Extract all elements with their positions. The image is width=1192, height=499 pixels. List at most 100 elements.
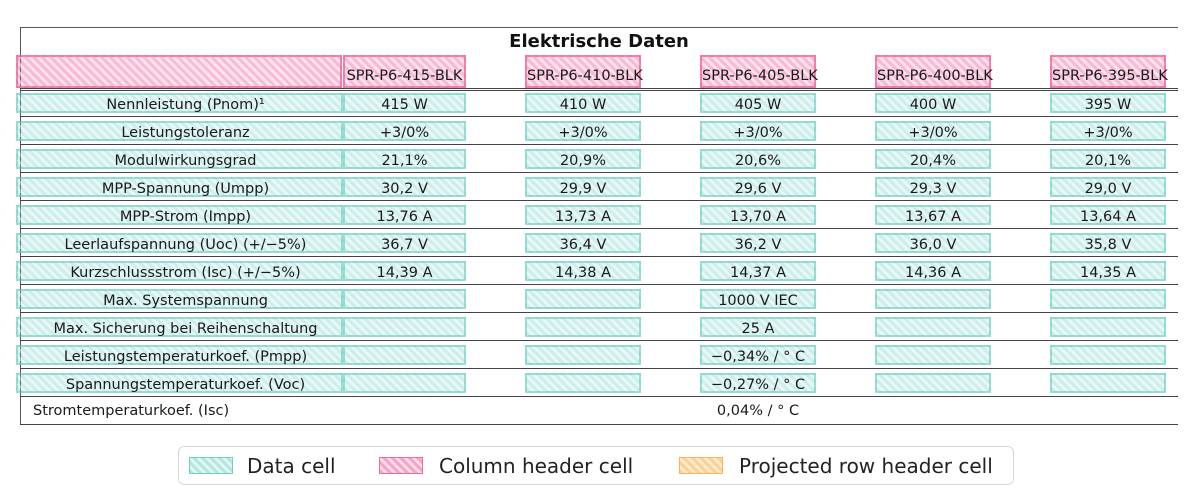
row-label-cell: Stromtemperaturkoef. (Isc) <box>33 403 230 419</box>
row-divider <box>20 200 1178 201</box>
data-cell: −0,34% / ° C <box>700 345 816 365</box>
data-cell <box>343 289 466 309</box>
row-label-cell: Kurzschlussstrom (Isc) (+/−5%) <box>16 261 343 281</box>
data-cell <box>1050 289 1166 309</box>
data-cell: 0,04% / ° C <box>716 403 800 419</box>
data-cell: 21,1% <box>343 149 466 169</box>
data-cell <box>1050 401 1166 421</box>
row-divider <box>20 144 1178 145</box>
data-cell: 30,2 V <box>343 177 466 197</box>
row-label-cell: MPP-Spannung (Umpp) <box>16 177 343 197</box>
column-header-cell: SPR-P6-410-BLK <box>525 55 643 88</box>
row-label-cell: Leistungstemperaturkoef. (Pmpp) <box>16 345 343 365</box>
data-cell: −0,27% / ° C <box>700 373 816 393</box>
header-stub-cell <box>16 55 342 88</box>
data-cell: 29,3 V <box>875 177 991 197</box>
row-label-cell: Spannungstemperaturkoef. (Voc) <box>16 373 343 393</box>
legend-label-column-header: Column header cell <box>439 454 634 478</box>
data-cell <box>875 345 991 365</box>
data-cell: 29,9 V <box>525 177 641 197</box>
column-header-cell: SPR-P6-400-BLK <box>875 55 993 88</box>
data-cell <box>525 401 641 421</box>
legend-swatch-projected-row-header <box>679 457 723 474</box>
row-label-cell: MPP-Strom (Impp) <box>16 205 343 225</box>
data-cell: 405 W <box>700 93 816 113</box>
data-cell <box>343 373 466 393</box>
row-divider <box>20 312 1178 313</box>
data-cell: 13,70 A <box>700 205 816 225</box>
row-divider <box>20 172 1178 173</box>
row-label-cell: Max. Sicherung bei Reihenschaltung <box>16 317 343 337</box>
data-cell <box>875 373 991 393</box>
header-rule <box>20 90 1178 91</box>
data-cell: +3/0% <box>1050 121 1166 141</box>
data-cell: 36,0 V <box>875 233 991 253</box>
data-cell: 13,73 A <box>525 205 641 225</box>
data-cell <box>343 345 466 365</box>
data-cell: 36,7 V <box>343 233 466 253</box>
row-label-cell: Nennleistung (Pnom)¹ <box>16 93 343 113</box>
data-cell: 35,8 V <box>1050 233 1166 253</box>
data-cell: 14,38 A <box>525 261 641 281</box>
data-cell <box>1050 345 1166 365</box>
data-cell <box>875 289 991 309</box>
row-divider <box>20 368 1178 369</box>
data-cell: 13,67 A <box>875 205 991 225</box>
data-cell: 36,2 V <box>700 233 816 253</box>
row-divider <box>20 116 1178 117</box>
row-divider <box>20 340 1178 341</box>
data-cell <box>1050 373 1166 393</box>
data-cell: +3/0% <box>343 121 466 141</box>
column-header-cell: SPR-P6-395-BLK <box>1050 55 1168 88</box>
legend-label-data-cell: Data cell <box>247 454 336 478</box>
data-cell: 13,76 A <box>343 205 466 225</box>
row-divider <box>20 424 1178 425</box>
data-cell <box>1050 317 1166 337</box>
table-left-border <box>20 27 21 425</box>
data-cell: 400 W <box>875 93 991 113</box>
data-cell: 20,1% <box>1050 149 1166 169</box>
column-header-cell: SPR-P6-415-BLK <box>343 55 466 88</box>
legend-swatch-column-header <box>379 457 423 474</box>
data-cell: 20,4% <box>875 149 991 169</box>
data-cell: 29,6 V <box>700 177 816 197</box>
row-label-cell: Max. Systemspannung <box>16 289 343 309</box>
table-top-border <box>20 27 1178 28</box>
legend-label-projected-row-header: Projected row header cell <box>739 454 993 478</box>
column-header-cell: SPR-P6-405-BLK <box>700 55 818 88</box>
row-divider <box>20 228 1178 229</box>
header-rule <box>20 88 1178 89</box>
data-cell: +3/0% <box>875 121 991 141</box>
data-cell: 415 W <box>343 93 466 113</box>
data-cell: 29,0 V <box>1050 177 1166 197</box>
data-cell: 14,37 A <box>700 261 816 281</box>
data-cell <box>875 401 991 421</box>
data-cell <box>525 373 641 393</box>
row-label-cell: Leerlaufspannung (Uoc) (+/−5%) <box>16 233 343 253</box>
table-title: Elektrische Daten <box>509 31 689 52</box>
data-cell: 395 W <box>1050 93 1166 113</box>
data-cell: 20,9% <box>525 149 641 169</box>
row-divider <box>20 256 1178 257</box>
data-cell: 14,39 A <box>343 261 466 281</box>
data-cell <box>525 345 641 365</box>
data-cell: 20,6% <box>700 149 816 169</box>
data-cell <box>525 289 641 309</box>
data-cell <box>343 317 466 337</box>
row-label-cell: Leistungstoleranz <box>16 121 343 141</box>
data-cell: +3/0% <box>700 121 816 141</box>
legend-swatch-data-cell <box>189 457 233 474</box>
data-cell <box>343 401 466 421</box>
data-cell: 36,4 V <box>525 233 641 253</box>
row-divider <box>20 396 1178 397</box>
data-cell: 410 W <box>525 93 641 113</box>
data-cell: 1000 V IEC <box>700 289 816 309</box>
data-cell <box>875 317 991 337</box>
legend: Data cell Column header cell Projected r… <box>178 446 1014 485</box>
row-divider <box>20 284 1178 285</box>
data-cell: 14,36 A <box>875 261 991 281</box>
data-cell: +3/0% <box>525 121 641 141</box>
data-cell: 25 A <box>700 317 816 337</box>
data-cell: 13,64 A <box>1050 205 1166 225</box>
